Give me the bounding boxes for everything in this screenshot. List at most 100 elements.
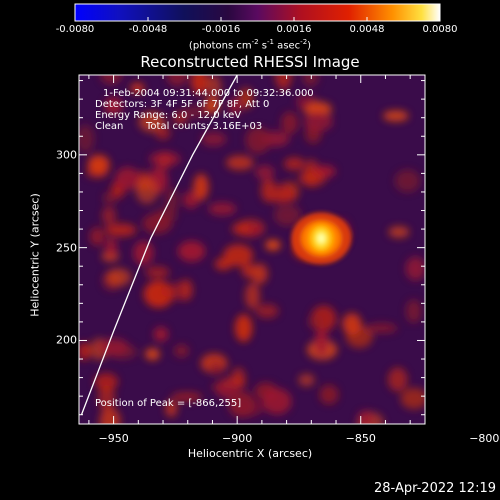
info-total-counts: Total counts: 3.16E+03 [146,121,263,132]
heatmap-texture [208,202,237,216]
heatmap-texture [193,173,209,201]
heatmap-texture [223,244,254,267]
chart-title: Reconstructed RHESSI Image [140,53,360,71]
heatmap-texture [228,97,242,116]
heatmap-texture [174,344,189,358]
colorbar-tick-label: 0.0080 [422,24,458,35]
heatmap-texture [357,410,374,424]
heatmap-texture [314,328,329,356]
info-clean: Clean [95,121,124,132]
heatmap-texture [265,183,295,204]
heatmap-texture [98,338,129,356]
heatmap-texture [400,387,425,410]
heatmap-texture [226,155,254,171]
heatmap-texture [145,348,160,361]
heatmap-texture [160,285,176,297]
heatmap-texture [100,75,123,85]
colorbar-tick-label: 0.0048 [349,24,385,35]
heatmap-texture [101,206,116,226]
colorbar-units: (photons cm-2 s-1 asec-2) [188,38,312,52]
heatmap-texture [298,170,327,187]
colorbar-tick-label: -0.0080 [55,24,95,35]
heatmap-texture [305,101,332,117]
heatmap-texture [79,342,91,361]
heatmap-texture [142,213,173,234]
x-tick-label: −950 [98,432,129,445]
colorbar-tick-label: -0.0016 [201,24,241,35]
heatmap-texture [98,385,115,412]
peak-position-label: Position of Peak = [-866,255] [95,398,242,409]
heatmap-texture [177,241,206,262]
heatmap-texture [133,240,154,266]
heatmap-texture [87,154,110,175]
y-tick-label: 250 [56,241,77,255]
x-tick-label: −800 [469,432,500,445]
heatmap-texture [275,75,292,90]
heatmap-texture [394,169,421,193]
y-axis-label: Heliocentric Y (arcsec) [28,193,42,317]
heatmap-texture [283,157,305,171]
heatmap-texture [265,239,281,251]
heatmap-texture [135,177,158,204]
heatmap-texture [387,367,408,392]
heatmap-texture [106,268,132,286]
heatmap-texture [104,96,123,115]
heatmap-texture [105,223,137,237]
heatmap-texture [164,187,179,214]
heatmap-texture [183,104,210,119]
heatmap-texture [251,263,268,284]
heatmap-texture [206,75,222,98]
heatmap-texture [255,303,279,319]
heatmap-texture [149,151,181,167]
heatmap-texture [245,126,271,154]
heatmap-texture [166,75,188,87]
heatmap-texture [262,388,292,415]
heatmap-texture [281,111,299,135]
heatmap-texture [319,384,339,405]
timestamp: 28-Apr-2022 12:19 [374,481,496,496]
heatmap-texture [214,257,232,271]
heatmap-texture [99,407,121,424]
heatmap-texture [388,226,410,238]
heatmap-texture [79,124,95,153]
y-tick-label: 200 [56,333,77,347]
heatmap-texture [94,373,119,391]
heatmap-texture [138,111,166,133]
heatmap-texture [145,266,170,279]
heatmap-texture [153,326,169,342]
info-energy-range: Energy Range: 6.0 - 12.0 keV [95,110,242,121]
x-axis-label: Heliocentric X (arcsec) [187,447,313,460]
heatmap-texture [130,82,145,94]
info-time-range: 1-Feb-2004 09:31:44.000 to 09:32:36.000 [103,88,314,99]
heatmap-texture [209,362,224,375]
heatmap-texture [365,323,398,334]
heatmap-texture [201,132,227,147]
colorbar [74,3,441,22]
heatmap-texture [89,227,105,246]
heatmap-texture [302,75,319,87]
colorbar-tick-label: 0.0016 [276,24,312,35]
heatmap-texture [231,222,252,236]
y-tick-label: 300 [56,148,77,162]
heatmap-texture [167,281,191,301]
x-tick-label: −900 [222,432,253,445]
heatmap-texture [383,110,409,122]
solar-limb-curve [80,75,238,415]
heatmap-texture [173,111,188,125]
plot-frame [78,74,426,425]
heatmap-texture [244,282,260,309]
x-tick-label: −850 [345,432,376,445]
heatmap-texture [190,75,209,95]
heatmap-texture [234,399,265,417]
heatmap-texture [298,373,315,387]
heatmap-texture [255,165,275,180]
heatmap-texture [115,167,140,191]
heatmap-texture [234,314,253,342]
heatmap-texture [155,126,171,140]
heatmap-texture [182,191,200,209]
heatmap-texture [165,400,178,418]
heatmap-texture [405,299,422,324]
heatmap-texture [303,112,333,132]
colorbar-tick-label: -0.0048 [128,24,168,35]
